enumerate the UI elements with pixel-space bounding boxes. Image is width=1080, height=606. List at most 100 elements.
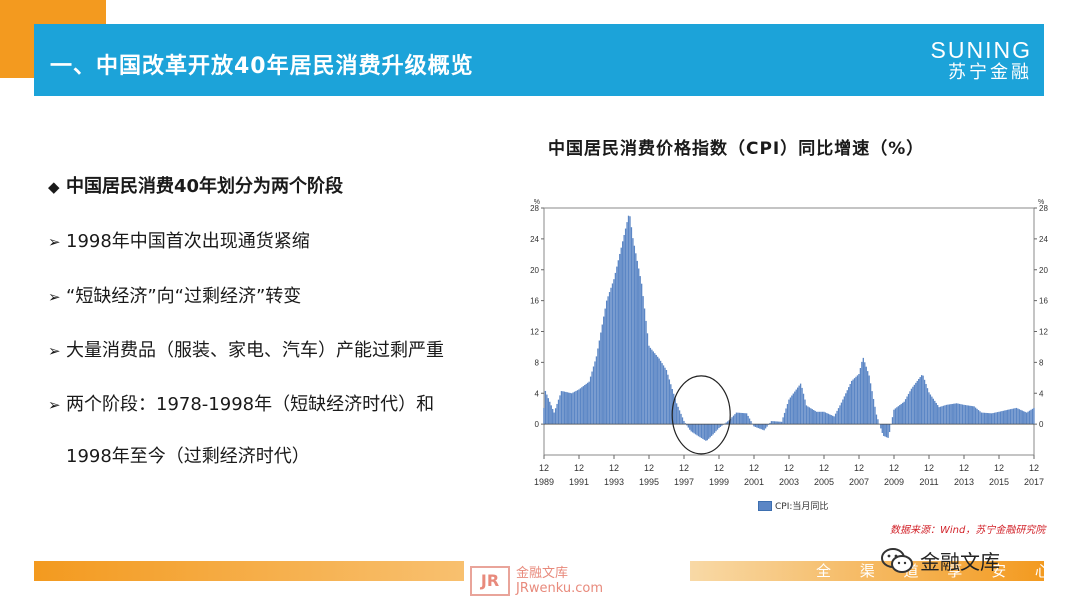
cpi-bar bbox=[598, 340, 601, 425]
cpi-bar bbox=[818, 411, 821, 425]
y-tick-label-left: 24 bbox=[530, 235, 539, 244]
cpi-bar bbox=[1028, 410, 1031, 425]
cpi-bar bbox=[979, 411, 981, 425]
cpi-bar bbox=[1014, 408, 1016, 425]
cpi-bar bbox=[694, 424, 697, 435]
x-tick-year-label: 2013 bbox=[954, 477, 974, 487]
bullet-text: 大量消费品（服装、家电、汽车）产能过剩严重 bbox=[66, 340, 444, 361]
cpi-bar bbox=[557, 399, 560, 425]
cpi-bar bbox=[570, 393, 573, 425]
cpi-bar bbox=[902, 402, 904, 425]
cpi-bar bbox=[697, 424, 700, 437]
cpi-bar bbox=[1023, 411, 1025, 425]
cpi-bar bbox=[562, 391, 564, 425]
cpi-bar bbox=[789, 397, 792, 425]
data-source-note: 数据来源：Wind，苏宁金融研究院 bbox=[890, 525, 1046, 536]
cpi-bar bbox=[922, 375, 924, 425]
cpi-bar bbox=[579, 388, 582, 425]
cpi-bar bbox=[869, 383, 872, 425]
cpi-bar bbox=[716, 424, 719, 430]
cpi-bar bbox=[616, 266, 618, 425]
cpi-bar bbox=[737, 412, 739, 425]
cpi-bar bbox=[915, 382, 917, 425]
cpi-bar bbox=[665, 370, 668, 425]
cpi-bar bbox=[1015, 407, 1018, 425]
cpi-bar bbox=[1033, 407, 1035, 425]
cpi-bar bbox=[996, 412, 999, 425]
y-tick-label-right: 20 bbox=[1039, 266, 1048, 275]
cpi-bar bbox=[588, 381, 590, 425]
header-bar: 一、中国改革开放40年居民消费升级概览 SUNING 苏宁金融 bbox=[34, 24, 1044, 96]
cpi-bar bbox=[942, 405, 945, 425]
cpi-bar bbox=[581, 387, 583, 425]
cpi-bar bbox=[837, 408, 840, 425]
cpi-bar bbox=[804, 399, 806, 425]
cpi-bar bbox=[760, 424, 762, 430]
cpi-bar bbox=[772, 421, 774, 425]
cpi-bar bbox=[731, 417, 733, 425]
cpi-bar bbox=[719, 424, 722, 427]
cpi-bar bbox=[674, 398, 676, 425]
arrow-bullet-icon: ➢ bbox=[48, 396, 61, 414]
cpi-bar bbox=[868, 375, 870, 425]
cpi-bar bbox=[913, 384, 916, 425]
cpi-bar bbox=[891, 417, 894, 425]
cpi-bar bbox=[773, 421, 776, 425]
cpi-bar bbox=[833, 416, 835, 425]
cpi-bar bbox=[1018, 409, 1021, 425]
cpi-bar bbox=[684, 423, 687, 425]
cpi-bar bbox=[875, 414, 878, 425]
cpi-bar bbox=[585, 383, 587, 425]
cpi-bar bbox=[689, 424, 691, 430]
cpi-bar bbox=[884, 424, 886, 437]
y-tick-label-right: 24 bbox=[1039, 235, 1048, 244]
cpi-bar bbox=[883, 424, 885, 436]
cpi-bar bbox=[654, 353, 656, 425]
cpi-bar bbox=[977, 410, 980, 425]
cpi-bar bbox=[990, 413, 993, 425]
diamond-icon: ◆ bbox=[48, 178, 60, 196]
x-tick-year-label: 2005 bbox=[814, 477, 834, 487]
cpi-bar bbox=[865, 366, 867, 425]
cpi-bar bbox=[729, 418, 732, 425]
cpi-bar bbox=[1021, 410, 1023, 425]
cpi-bar bbox=[546, 394, 548, 425]
cpi-bar bbox=[678, 410, 681, 425]
cpi-bar bbox=[594, 361, 596, 425]
cpi-bar bbox=[999, 411, 1002, 425]
cpi-bar bbox=[605, 300, 608, 425]
cpi-bar bbox=[718, 424, 720, 429]
cpi-bar bbox=[986, 412, 988, 425]
cpi-bar bbox=[762, 424, 764, 430]
cpi-bar bbox=[948, 404, 951, 425]
cpi-bar bbox=[664, 367, 666, 425]
cpi-bar bbox=[830, 415, 832, 425]
bullet-text: “短缺经济”向“过剩经济”转变 bbox=[66, 286, 302, 307]
cpi-bar bbox=[769, 422, 771, 425]
cpi-bar bbox=[753, 424, 755, 427]
cpi-bar bbox=[721, 424, 723, 426]
cpi-bar bbox=[550, 405, 552, 425]
y-tick-label-right: 16 bbox=[1039, 297, 1048, 306]
cpi-bar bbox=[849, 383, 851, 425]
cpi-bar bbox=[662, 365, 665, 425]
cpi-bar bbox=[808, 407, 811, 425]
cpi-bar bbox=[754, 424, 757, 427]
cpi-bar bbox=[920, 375, 923, 425]
x-tick-month-label: 12 bbox=[889, 463, 899, 473]
cpi-bar bbox=[617, 260, 619, 425]
cpi-bar bbox=[552, 408, 554, 425]
cpi-bar bbox=[643, 308, 646, 425]
cpi-bar bbox=[985, 412, 987, 425]
cpi-bar bbox=[649, 347, 652, 425]
cpi-bar bbox=[966, 405, 968, 425]
cpi-bar bbox=[1007, 409, 1009, 425]
x-tick-month-label: 12 bbox=[609, 463, 619, 473]
cpi-bar bbox=[988, 413, 990, 425]
cpi-bar bbox=[923, 379, 926, 425]
logo-english: SUNING bbox=[930, 37, 1032, 63]
cpi-bar bbox=[741, 412, 743, 425]
y-tick-label-right: 4 bbox=[1039, 389, 1044, 398]
cpi-bar bbox=[770, 421, 773, 425]
cpi-bar bbox=[1008, 409, 1010, 425]
